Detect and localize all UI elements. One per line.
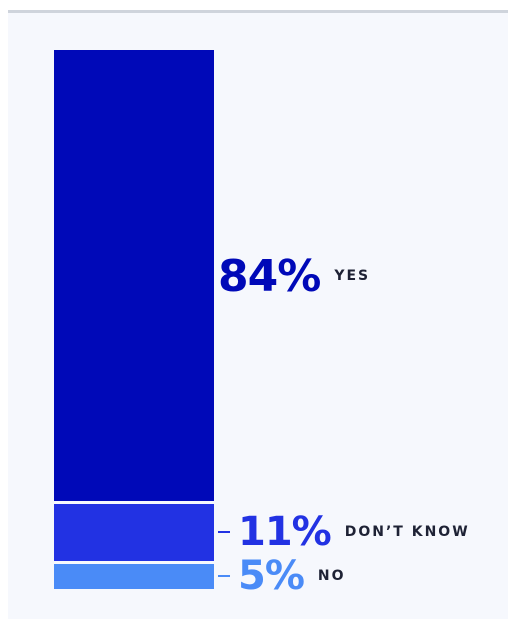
value-label: 84% [218,250,321,302]
data-label-0: 84% YES [218,250,371,302]
data-label-2: 5% NO [218,551,346,601]
bar-segment-0 [54,50,214,502]
chart-card: 84% YES 11% DON’T KNOW 5% NO [8,10,508,619]
value-label: 5% [238,552,305,599]
value-label: 11% [238,509,332,556]
category-label: YES [334,268,371,285]
category-label: DON’T KNOW [344,524,470,541]
leader-tick [218,574,230,577]
category-label: NO [317,567,346,584]
data-label-1: 11% DON’T KNOW [218,507,470,557]
bar-segment-2 [54,563,214,589]
bar-segment-1 [54,504,214,561]
leader-tick [218,531,230,534]
